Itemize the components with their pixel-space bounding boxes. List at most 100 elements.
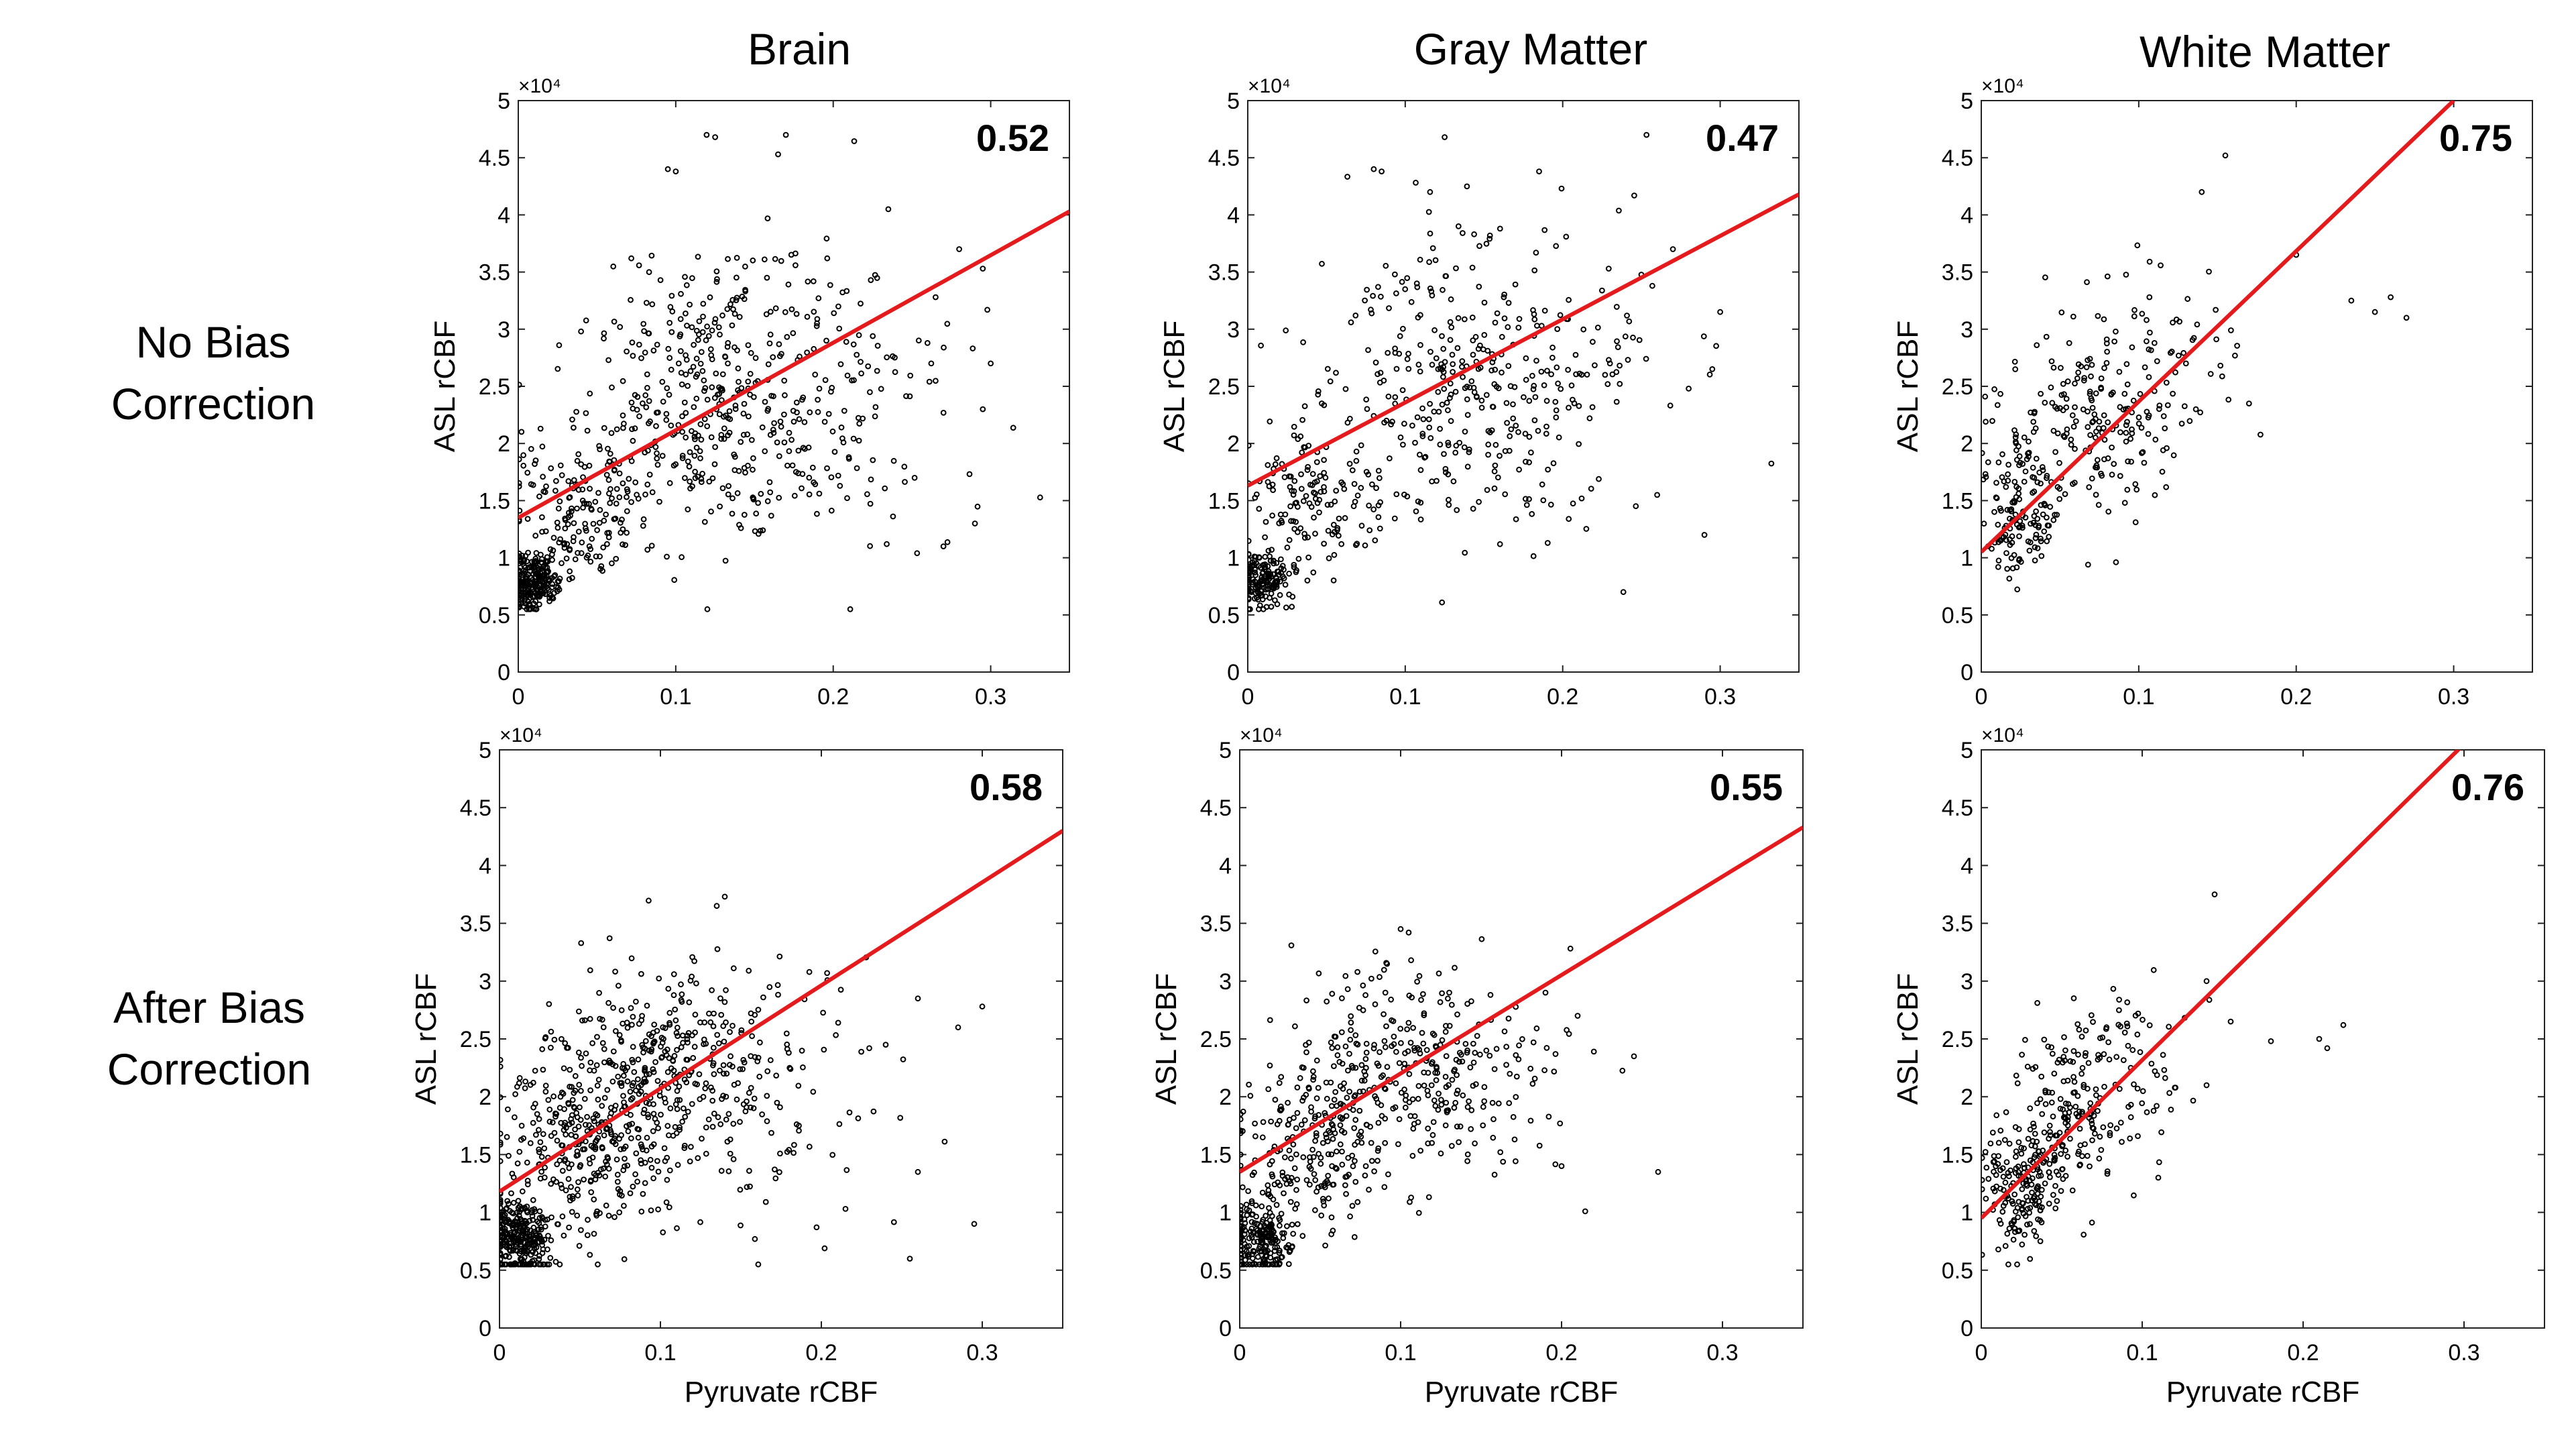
data-point — [574, 1148, 581, 1155]
data-point — [1318, 489, 1324, 495]
data-point — [776, 1169, 782, 1175]
data-point — [593, 1172, 599, 1178]
data-point — [1312, 531, 1318, 537]
data-point — [2024, 1063, 2031, 1070]
data-point — [1437, 426, 1444, 432]
data-point — [2071, 1078, 2078, 1085]
data-point — [847, 606, 854, 612]
data-point — [563, 1187, 569, 1194]
data-point — [1466, 449, 1472, 455]
data-point — [1318, 1212, 1325, 1219]
data-point — [1486, 235, 1493, 242]
data-point — [1458, 1052, 1464, 1058]
data-point — [671, 577, 678, 584]
data-point — [829, 428, 836, 435]
data-point — [565, 521, 571, 528]
data-point — [1415, 1083, 1422, 1089]
data-point — [1405, 366, 1412, 372]
data-point — [2040, 511, 2046, 518]
data-point — [727, 1150, 734, 1157]
data-point — [2087, 432, 2094, 438]
data-point — [2021, 1145, 2028, 1152]
data-point — [1292, 1205, 1299, 1212]
data-point — [540, 474, 546, 480]
data-point — [1516, 316, 1523, 322]
data-point — [742, 264, 748, 270]
data-point — [2088, 373, 2094, 380]
data-point — [1582, 1208, 1588, 1215]
data-point — [610, 1048, 617, 1054]
data-point — [1344, 174, 1350, 180]
data-point — [599, 1040, 606, 1046]
data-point — [524, 516, 531, 522]
data-point — [578, 940, 585, 946]
data-point — [1299, 1064, 1305, 1070]
data-point — [2050, 1192, 2056, 1198]
data-point — [2001, 534, 2007, 541]
data-point — [2203, 978, 2210, 985]
data-point — [693, 355, 700, 362]
data-point — [2124, 1023, 2131, 1030]
data-point — [565, 1101, 572, 1107]
data-point — [1408, 298, 1415, 305]
data-point — [1630, 334, 1636, 341]
data-point — [1987, 1140, 1994, 1147]
x-tick-label: 0.1 — [644, 1340, 676, 1366]
data-point — [2066, 340, 2072, 346]
data-point — [2127, 435, 2134, 442]
data-point — [587, 1177, 594, 1184]
data-point — [634, 1178, 640, 1185]
data-point — [734, 490, 741, 496]
data-point — [2060, 1054, 2067, 1060]
data-point — [2079, 1070, 2085, 1077]
data-point — [630, 1183, 636, 1190]
data-point — [695, 1155, 701, 1161]
data-point — [532, 1068, 538, 1074]
data-point — [1999, 1209, 2006, 1215]
data-point — [1505, 300, 1512, 307]
data-point — [2156, 1159, 2162, 1166]
data-point — [1276, 1080, 1283, 1086]
data-point — [613, 500, 620, 507]
data-point — [613, 486, 620, 492]
data-point — [816, 490, 823, 497]
data-point — [2072, 445, 2078, 452]
data-point — [630, 353, 636, 359]
data-point — [2117, 1119, 2124, 1126]
data-point — [572, 556, 579, 563]
data-point — [1700, 333, 1707, 339]
data-point — [574, 1212, 581, 1219]
data-point — [514, 1160, 521, 1166]
data-point — [2054, 1198, 2060, 1204]
data-point — [741, 512, 748, 518]
data-point — [2056, 459, 2062, 466]
data-point — [733, 297, 740, 304]
data-point — [664, 1123, 671, 1129]
data-point — [1267, 1062, 1273, 1068]
data-point — [1530, 1039, 1537, 1046]
data-point — [821, 419, 828, 425]
data-point — [1503, 1062, 1510, 1068]
data-point — [736, 378, 742, 385]
data-point — [2027, 1256, 2034, 1262]
data-point — [2154, 1072, 2160, 1078]
data-point — [2037, 1238, 2044, 1244]
data-point — [1513, 1094, 1519, 1100]
data-point — [2008, 508, 2015, 514]
data-point — [646, 269, 652, 276]
data-point — [701, 1036, 707, 1043]
data-point — [2033, 508, 2040, 514]
data-point — [742, 469, 748, 476]
data-point — [1531, 311, 1537, 317]
data-point — [1375, 284, 1381, 290]
data-point — [1256, 506, 1263, 512]
data-point — [549, 581, 555, 587]
data-point — [2158, 1129, 2165, 1136]
data-point — [2013, 1165, 2019, 1172]
data-point — [589, 506, 595, 513]
data-point — [618, 1080, 625, 1087]
data-point — [2064, 1154, 2071, 1160]
data-point — [1362, 1163, 1369, 1169]
data-point — [767, 1057, 774, 1064]
data-point — [2192, 406, 2199, 412]
